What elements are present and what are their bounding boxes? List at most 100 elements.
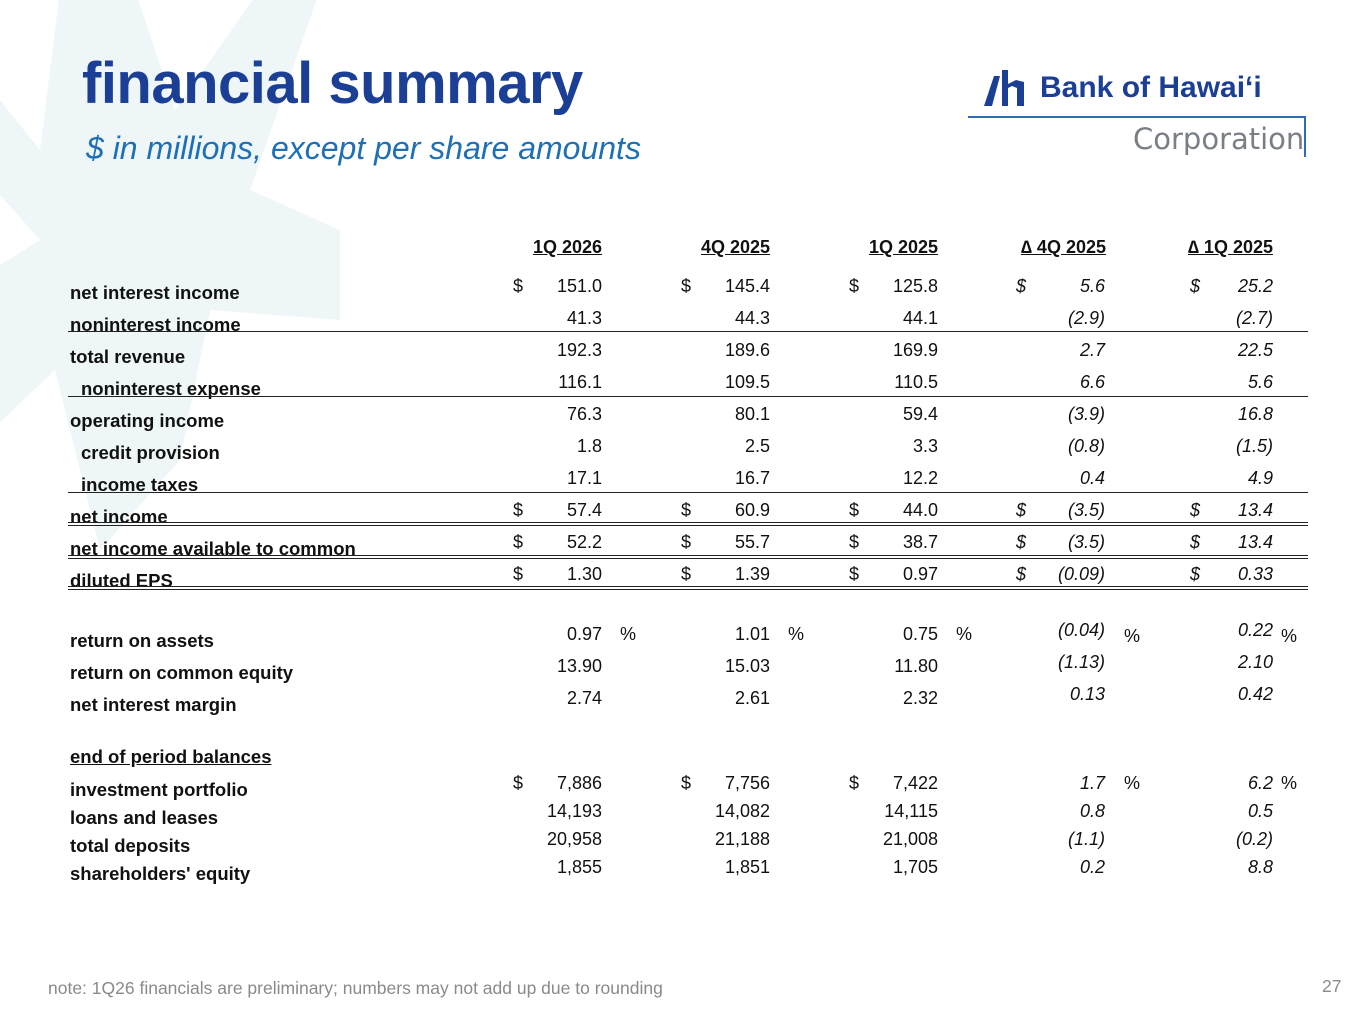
cell-value: (3.5): [1067, 532, 1105, 552]
row-label: net interest income: [70, 282, 240, 303]
table-row: shareholders' equity 1,855 1,851 1,705 0.2 8.…: [0, 857, 1365, 884]
cell-value: 169.9: [892, 340, 938, 360]
cell-value: 1.7: [1079, 773, 1105, 793]
currency-symbol: $: [513, 500, 524, 520]
currency-symbol: $: [513, 532, 524, 552]
cell-value: 189.6: [724, 340, 770, 360]
cell-value: 0.33: [1237, 564, 1273, 584]
cell-value: 22.5: [1237, 340, 1273, 360]
company-logo: Bank of Hawai‘i Corporation: [968, 66, 1308, 161]
table-row: net income 57.4 $60.9 $44.0 $ (3.5) $13.4 $: [0, 500, 1365, 527]
cell-value: 57.4: [566, 500, 602, 520]
table-rule: [68, 522, 1308, 523]
cell-value: (3.5): [1067, 500, 1105, 520]
row-label: loans and leases: [70, 807, 219, 828]
table-row: noninterest expense 116.1 109.5 110.5 6.6 5.6: [0, 372, 1365, 399]
column-header: ∆ 4Q 2025: [1020, 237, 1106, 257]
cell-value: 13.4: [1237, 532, 1273, 552]
cell-value: (3.9): [1067, 404, 1105, 424]
cell-value: 0.4: [1079, 468, 1105, 488]
table-row: total deposits 20,958 21,188 21,008 (1.1) (0.…: [0, 829, 1365, 856]
currency-symbol: $: [1016, 564, 1027, 584]
table-rule: [68, 331, 1308, 332]
cell-value: (0.09): [1057, 564, 1105, 584]
currency-symbol: $: [681, 564, 692, 584]
table-row: loans and leases 14,193 14,082 14,115 0.8 0.5: [0, 801, 1365, 828]
cell-value: (1.1): [1067, 829, 1105, 849]
cell-value: 2.10: [1237, 652, 1273, 672]
logo-bank-name: Bank of Hawai‘i: [1040, 71, 1262, 104]
currency-symbol: $: [1190, 564, 1201, 584]
cell-value: (1.5): [1235, 436, 1273, 456]
cell-value: 1,705: [892, 857, 938, 877]
row-label: net interest margin: [70, 694, 237, 715]
table-row: income taxes 17.1 16.7 12.2 0.4 4.9: [0, 468, 1365, 495]
column-header: ∆ 1Q 2025: [1187, 237, 1273, 257]
cell-value: 52.2: [566, 532, 602, 552]
table-rule: [68, 492, 1308, 493]
cell-value: 109.5: [724, 372, 770, 392]
cell-value: 1,855: [556, 857, 602, 877]
row-label: operating income: [70, 410, 225, 431]
row-label: credit provision: [81, 442, 220, 463]
table-rule: [68, 555, 1308, 556]
cell-value: 2.74: [566, 688, 602, 708]
row-label: total revenue: [70, 346, 186, 367]
cell-value: 16.8: [1237, 404, 1273, 424]
currency-symbol: $: [849, 500, 860, 520]
table-row: total revenue 192.3 189.6 169.9 2.7 22.5: [0, 340, 1365, 367]
row-label: diluted EPS: [70, 570, 173, 591]
currency-symbol: $: [849, 564, 860, 584]
cell-value: (2.7): [1235, 308, 1273, 328]
page-title: financial summary: [82, 51, 583, 116]
table-rule: [68, 525, 1308, 526]
cell-value: 1.8: [576, 436, 602, 456]
bank-of-hawaii-logo-icon: [984, 70, 1024, 106]
logo-corporation: Corporation: [1133, 122, 1305, 156]
page-number: 27: [1322, 976, 1342, 996]
percent-sign: %: [956, 624, 973, 644]
cell-value: 151.0: [556, 276, 602, 296]
cell-value: 0.97: [902, 564, 938, 584]
cell-value: 192.3: [556, 340, 602, 360]
cell-value: 13.90: [556, 656, 602, 676]
cell-value: 0.13: [1069, 684, 1105, 704]
cell-value: 0.97: [566, 624, 602, 644]
percent-sign: %: [1281, 626, 1298, 646]
cell-value: (0.04): [1057, 620, 1105, 640]
cell-value: 44.0: [902, 500, 938, 520]
cell-value: 2.61: [734, 688, 770, 708]
currency-symbol: $: [1190, 276, 1201, 296]
cell-value: 2.5: [744, 436, 770, 456]
section-heading: end of period balances: [70, 746, 272, 767]
section-heading-row: end of period balances: [0, 746, 1365, 770]
cell-value: 6.6: [1079, 372, 1105, 392]
cell-value: 14,115: [884, 801, 938, 821]
cell-value: 1,851: [724, 857, 770, 877]
currency-symbol: $: [1016, 532, 1027, 552]
cell-value: 41.3: [566, 308, 602, 328]
row-label: noninterest expense: [81, 378, 261, 399]
cell-value: 80.1: [734, 404, 770, 424]
cell-value: 116.1: [558, 372, 602, 392]
cell-value: (2.9): [1067, 308, 1105, 328]
row-label: total deposits: [70, 835, 191, 856]
table-row: net interest margin 2.74 2.61 2.32 0.13 0.42: [0, 684, 1365, 715]
page-subtitle: $ in millions, except per share amounts: [86, 130, 641, 166]
currency-symbol: $: [513, 773, 524, 793]
table-row: noninterest income 41.3 44.3 44.1 (2.9) (2.7): [0, 308, 1365, 335]
cell-value: 44.1: [902, 308, 938, 328]
cell-value: 21,008: [882, 829, 938, 849]
cell-value: 59.4: [902, 404, 938, 424]
cell-value: 5.6: [1247, 372, 1273, 392]
cell-value: 16.7: [734, 468, 770, 488]
cell-value: 14,082: [714, 801, 770, 821]
row-label: noninterest income: [70, 314, 241, 335]
percent-sign: %: [1124, 773, 1141, 793]
table-row: operating income 76.3 80.1 59.4 (3.9) 16.8: [0, 404, 1365, 431]
cell-value: 7,886: [556, 773, 602, 793]
cell-value: 12.2: [902, 468, 938, 488]
cell-value: 7,756: [724, 773, 770, 793]
cell-value: 3.3: [912, 436, 938, 456]
table-row: return on assets 0.97% 1.01% 0.75% (0.04)% 0.…: [0, 620, 1365, 651]
